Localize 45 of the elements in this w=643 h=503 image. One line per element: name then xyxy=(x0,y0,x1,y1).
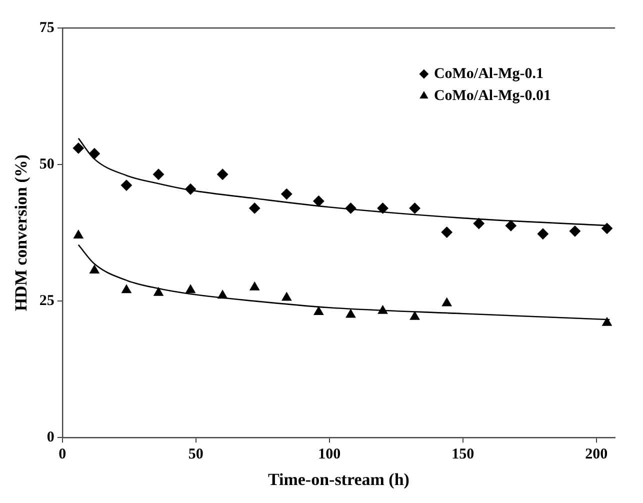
point xyxy=(313,196,324,207)
point xyxy=(153,168,164,180)
x-tick-label: 200 xyxy=(585,446,608,462)
point xyxy=(122,284,132,294)
point xyxy=(378,305,388,314)
point xyxy=(72,142,84,154)
legend-label: CoMo/Al-Mg-0.01 xyxy=(434,88,552,104)
x-tick-label: 50 xyxy=(188,446,204,462)
y-tick-label: 0 xyxy=(46,429,54,446)
x-tick-label: 0 xyxy=(58,446,66,462)
point xyxy=(120,180,132,191)
point xyxy=(601,222,612,234)
point xyxy=(249,202,260,214)
point xyxy=(602,317,612,326)
point xyxy=(569,226,580,237)
point xyxy=(473,218,484,230)
x-tick-label: 150 xyxy=(452,446,474,462)
point xyxy=(281,188,292,200)
y-tick-label: 75 xyxy=(39,20,54,36)
point xyxy=(282,292,292,301)
point xyxy=(537,228,548,240)
point xyxy=(441,226,452,238)
point xyxy=(505,220,516,232)
point xyxy=(345,202,356,214)
point xyxy=(90,264,100,274)
point xyxy=(250,282,260,290)
x-tick-label: 100 xyxy=(318,446,341,462)
point xyxy=(186,284,196,294)
y-tick-label: 50 xyxy=(39,156,54,172)
legend-label: CoMo/Al-Mg-0.1 xyxy=(434,66,544,82)
point xyxy=(377,202,388,214)
point xyxy=(314,306,324,315)
point xyxy=(410,311,420,320)
point xyxy=(154,287,164,296)
point xyxy=(218,290,228,299)
point xyxy=(409,202,420,214)
point xyxy=(185,184,196,195)
point xyxy=(88,148,100,160)
point xyxy=(442,298,452,306)
point xyxy=(217,168,228,180)
y-tick-label: 25 xyxy=(39,292,54,309)
point xyxy=(74,230,84,239)
y-axis-title: HDM conversion (%) xyxy=(12,154,31,312)
point xyxy=(346,309,356,318)
x-axis-title: Time-on-stream (h) xyxy=(268,470,410,490)
